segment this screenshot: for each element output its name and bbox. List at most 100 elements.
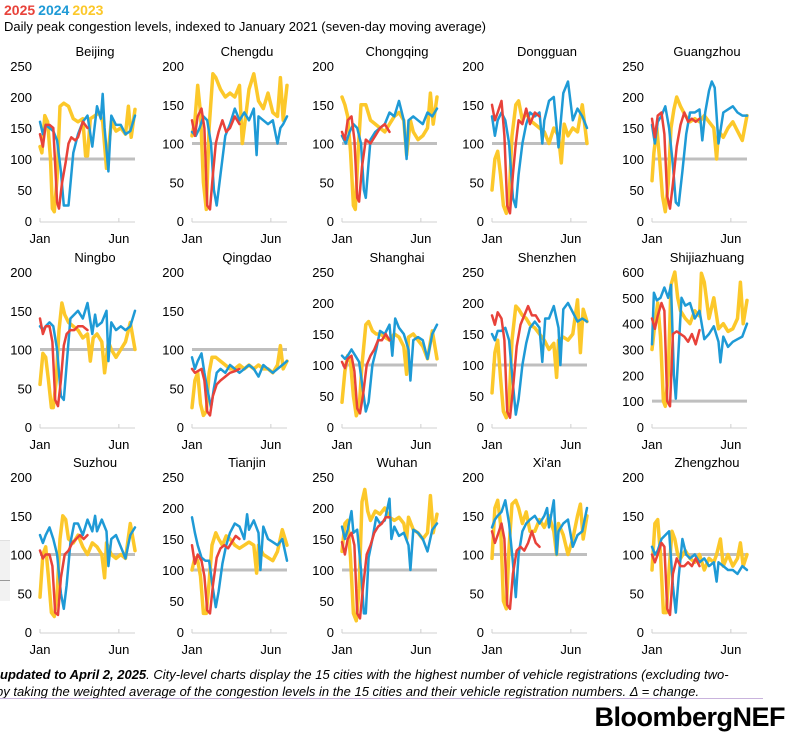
x-tick-label: Jun	[560, 437, 581, 452]
chart-svg: 0 50 100 150 200 250 Jan Jun	[312, 265, 439, 452]
chart-title: Beijing	[75, 44, 115, 59]
x-tick-label: Jun	[560, 642, 581, 657]
x-tick-label: Jun	[720, 231, 741, 246]
y-tick-label: 0	[25, 625, 32, 640]
y-tick-label: 150	[162, 304, 184, 319]
y-tick-label: 0	[477, 625, 484, 640]
y-tick-label: 100	[462, 358, 484, 373]
x-tick-label: Jun	[560, 231, 581, 246]
series-line-2025	[490, 522, 541, 611]
chart-title: Qingdao	[222, 250, 272, 265]
brand-logo: BloombergNEF	[594, 702, 785, 732]
footnote: updated to April 2, 2025. City-level cha…	[0, 666, 800, 700]
legend-item-2025: 2025	[4, 2, 36, 18]
series-line-2025	[190, 367, 241, 417]
city-chart-beijing: Beijing 0 50 100 150 200 250 Jan Jun	[0, 44, 150, 249]
y-tick-label: 150	[10, 121, 32, 136]
y-tick-label: 100	[162, 343, 184, 358]
footnote-divider	[0, 698, 763, 699]
y-tick-label: 250	[622, 59, 644, 74]
chart-svg: 0 50 100 150 200 Jan Jun	[10, 265, 137, 452]
y-tick-label: 0	[477, 214, 484, 229]
x-tick-label: Jun	[720, 642, 741, 657]
city-chart-chengdu: Chengdu 0 50 100 150 200 Jan Jun	[152, 44, 302, 249]
y-tick-label: 200	[10, 265, 32, 280]
y-tick-label: 0	[637, 214, 644, 229]
city-chart-xian: Xi'an 0 50 100 150 200 Jan Jun	[452, 455, 602, 660]
series-line-2025	[650, 301, 701, 408]
series-line-2023	[650, 270, 749, 409]
y-tick-label: 0	[327, 625, 334, 640]
city-chart-qingdao: Qingdao 0 50 100 150 200 Jan Jun	[152, 250, 302, 455]
series-line-2023	[340, 319, 439, 418]
x-tick-label: Jan	[482, 437, 503, 452]
y-tick-label: 150	[462, 327, 484, 342]
y-tick-label: 150	[462, 98, 484, 113]
footnote-update-date: updated to April 2, 2025	[0, 667, 147, 682]
y-tick-label: 400	[622, 317, 644, 332]
chart-svg: 0 50 100 150 200 Jan Jun	[462, 59, 589, 246]
city-chart-chongqing: Chongqing 0 50 100 150 200 Jan Jun	[302, 44, 452, 249]
y-tick-label: 200	[10, 90, 32, 105]
chart-svg: 0 50 100 150 200 250 Jan Jun	[462, 265, 589, 452]
series-line-2024	[38, 301, 137, 402]
y-tick-label: 200	[162, 265, 184, 280]
y-tick-label: 50	[470, 175, 484, 190]
x-tick-label: Jun	[108, 642, 129, 657]
series-line-2025	[490, 99, 541, 215]
series-line-2025	[38, 533, 89, 617]
y-tick-label: 0	[637, 420, 644, 435]
y-tick-label: 250	[162, 470, 184, 485]
y-tick-label: 100	[10, 152, 32, 167]
chart-svg: 0 50 100 150 200 250 Jan Jun	[312, 470, 439, 657]
y-tick-label: 200	[462, 470, 484, 485]
y-tick-label: 0	[25, 420, 32, 435]
y-tick-label: 100	[10, 343, 32, 358]
legend-item-2023: 2023	[72, 2, 104, 18]
y-tick-label: 150	[312, 98, 334, 113]
chart-svg: 0 50 100 150 200 250 Jan Jun	[162, 470, 289, 657]
series-line-2025	[340, 115, 391, 203]
city-chart-tianjin: Tianjin 0 50 100 150 200 250 Jan Jun	[152, 455, 302, 660]
x-tick-label: Jun	[260, 437, 281, 452]
series-line-2023	[490, 99, 589, 216]
y-tick-label: 150	[312, 532, 334, 547]
x-tick-label: Jun	[410, 437, 431, 452]
y-tick-label: 150	[10, 509, 32, 524]
series-line-2025	[490, 304, 541, 419]
y-tick-label: 100	[622, 394, 644, 409]
y-tick-label: 600	[622, 265, 644, 280]
y-tick-label: 50	[18, 183, 32, 198]
left-panel-fragment-line	[0, 580, 10, 581]
y-tick-label: 50	[320, 594, 334, 609]
x-tick-label: Jun	[410, 231, 431, 246]
y-tick-label: 100	[312, 358, 334, 373]
y-tick-label: 0	[327, 420, 334, 435]
chart-title: Suzhou	[72, 455, 118, 470]
x-tick-label: Jan	[642, 437, 663, 452]
series-line-2024	[490, 499, 589, 599]
x-tick-label: Jan	[642, 231, 663, 246]
y-tick-label: 0	[25, 214, 32, 229]
y-tick-label: 200	[162, 59, 184, 74]
chart-svg: 0 50 100 150 200 Jan Jun	[622, 470, 749, 657]
series-line-2024	[490, 301, 589, 416]
x-tick-label: Jan	[30, 231, 51, 246]
chart-title: Shenzhen	[517, 250, 577, 265]
chart-title: Xi'an	[532, 455, 562, 470]
y-tick-label: 150	[10, 304, 32, 319]
footnote-line2: by taking the weighted average of the co…	[0, 684, 700, 699]
series-line-2023	[490, 298, 589, 420]
y-tick-label: 250	[312, 265, 334, 280]
y-tick-label: 200	[312, 296, 334, 311]
city-chart-ningbo: Ningbo 0 50 100 150 200 Jan Jun	[0, 250, 150, 455]
x-tick-label: Jan	[182, 437, 203, 452]
y-tick-label: 250	[312, 470, 334, 485]
x-tick-label: Jun	[260, 642, 281, 657]
series-line-2025	[190, 107, 241, 211]
series-line-2023	[190, 72, 289, 212]
city-chart-shenzhen: Shenzhen 0 50 100 150 200 250 Jan Jun	[452, 250, 602, 455]
y-tick-label: 250	[462, 265, 484, 280]
y-tick-label: 300	[622, 343, 644, 358]
chart-svg: 0 50 100 150 200 250 Jan Jun	[10, 59, 137, 246]
